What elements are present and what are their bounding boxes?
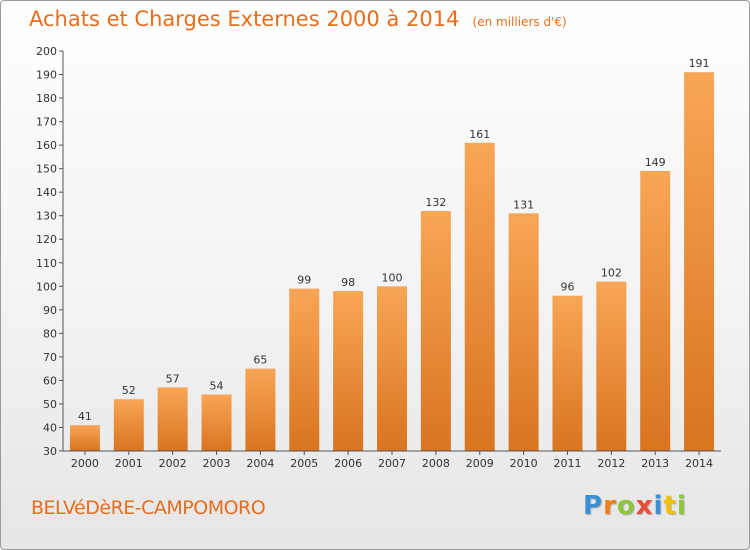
logo-letter: i	[653, 491, 664, 521]
x-tick-label: 2002	[159, 457, 187, 470]
bar-value-label: 54	[210, 380, 224, 393]
chart-subtitle: (en milliers d'€)	[472, 15, 567, 29]
proxiti-logo: Proxiti	[583, 491, 687, 521]
x-tick-label: 2009	[466, 457, 494, 470]
bar-2014	[684, 72, 715, 452]
bar-2002	[157, 387, 188, 451]
chart-title: Achats et Charges Externes 2000 à 2014	[29, 7, 460, 31]
bar-2000	[69, 425, 100, 451]
y-tick-label: 100	[36, 280, 57, 293]
bar-value-label: 132	[425, 196, 446, 209]
bar-2006	[333, 291, 364, 451]
bar-value-label: 52	[122, 384, 136, 397]
bar-2008	[420, 211, 451, 451]
x-tick-label: 2005	[290, 457, 318, 470]
bar-value-label: 149	[645, 156, 666, 169]
x-tick-label: 2006	[334, 457, 362, 470]
bar-value-label: 191	[689, 57, 710, 70]
logo-letter: t	[663, 491, 677, 521]
logo-letter: P	[583, 491, 604, 521]
x-tick-label: 2001	[115, 457, 143, 470]
bar-2004	[245, 368, 276, 451]
logo-letter: i	[676, 491, 687, 521]
bar-value-label: 65	[253, 354, 267, 367]
x-tick-label: 2000	[71, 457, 99, 470]
y-tick-label: 190	[36, 69, 57, 82]
logo-letter: o	[616, 491, 636, 521]
x-tick-label: 2003	[203, 457, 231, 470]
bar-value-label: 161	[469, 128, 490, 141]
x-tick-label: 2012	[597, 457, 625, 470]
y-tick-label: 120	[36, 233, 57, 246]
y-tick-label: 110	[36, 257, 57, 270]
bar-2007	[377, 286, 407, 451]
y-tick-label: 140	[36, 186, 57, 199]
bar-2011	[552, 295, 583, 451]
x-tick-label: 2007	[378, 457, 406, 470]
bar-2012	[596, 281, 627, 451]
y-tick-label: 70	[43, 351, 57, 364]
y-tick-label: 40	[43, 421, 57, 434]
bar-2001	[113, 399, 144, 451]
y-tick-label: 170	[36, 116, 57, 129]
bar-2009	[464, 142, 495, 451]
y-tick-label: 30	[43, 445, 57, 458]
bar-value-label: 96	[560, 281, 574, 294]
bar-value-label: 99	[297, 274, 311, 287]
x-tick-label: 2008	[422, 457, 450, 470]
y-tick-label: 50	[43, 398, 57, 411]
bars-layer: 41 52 57 54 65 99 98 100 132 161 131 96 102 149 191	[69, 57, 715, 452]
y-tick-label: 60	[43, 374, 57, 387]
y-tick-label: 200	[36, 45, 57, 58]
y-tick-label: 160	[36, 139, 57, 152]
y-tick-label: 80	[43, 327, 57, 340]
bar-value-label: 102	[601, 267, 622, 280]
bar-value-label: 57	[166, 372, 180, 385]
logo-letter: r	[603, 491, 617, 521]
y-tick-label: 90	[43, 304, 57, 317]
logo-letter: x	[635, 491, 654, 521]
bar-value-label: 100	[382, 271, 403, 284]
x-tick-label: 2013	[641, 457, 669, 470]
y-tick-label: 150	[36, 163, 57, 176]
x-tick-label: 2010	[510, 457, 538, 470]
bar-2003	[201, 394, 232, 451]
title-row: Achats et Charges Externes 2000 à 2014 (…	[29, 7, 567, 31]
y-tick-label: 130	[36, 210, 57, 223]
bar-2010	[508, 213, 539, 451]
bar-value-label: 131	[513, 198, 534, 211]
bar-value-label: 41	[78, 410, 92, 423]
x-tick-label: 2011	[553, 457, 581, 470]
x-tick-label: 2004	[246, 457, 274, 470]
bar-2013	[640, 171, 671, 451]
city-name: BELVéDèRE-CAMPOMORO	[31, 497, 266, 519]
bar-value-label: 98	[341, 276, 355, 289]
axis-layer: 30 40 50 60 70 80 90 100 110 120 130 140 150 160 170 18…	[36, 45, 721, 470]
bar-2005	[289, 288, 320, 451]
x-tick-label: 2014	[685, 457, 713, 470]
y-tick-label: 180	[36, 92, 57, 105]
